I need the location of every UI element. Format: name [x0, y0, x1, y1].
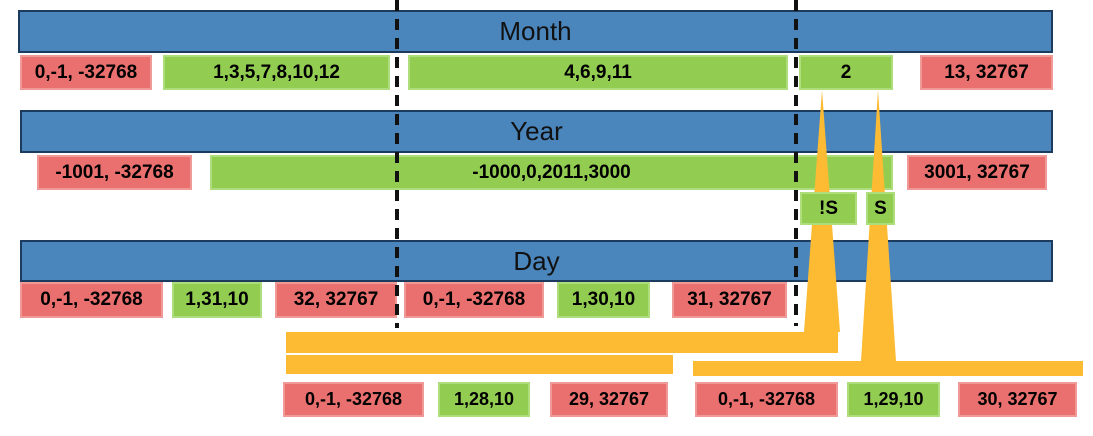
- year-scale-title: Year: [510, 116, 563, 146]
- month-group-divider-2: [794, 0, 798, 326]
- day31-partition-invalid-low: 0,-1, -32768: [20, 282, 163, 318]
- month-group-divider-1: [395, 0, 399, 328]
- feb-nonleap-scale-bar: [286, 355, 673, 374]
- feb-leap-scale-bar: [693, 361, 1083, 376]
- feb29-partition-invalid-low: 0,-1, -32768: [695, 382, 838, 417]
- month-partition-30day-months: 4,6,9,11: [408, 55, 788, 90]
- day-scale-title: Day: [513, 246, 560, 276]
- feb29-partition-valid: 1,29,10: [847, 382, 940, 417]
- month-scale-title: Month: [499, 16, 572, 46]
- year-partition-invalid-high: 3001, 32767: [907, 155, 1047, 190]
- feb28-partition-invalid-low: 0,-1, -32768: [283, 382, 424, 417]
- year-partition-valid: -1000,0,2011,3000: [210, 155, 893, 190]
- month-partition-31day-months: 1,3,5,7,8,10,12: [163, 55, 390, 90]
- feb29-partition-invalid-high: 30, 32767: [958, 382, 1077, 417]
- month-partition-invalid-high: 13, 32767: [920, 55, 1053, 90]
- day30-partition-valid: 1,30,10: [557, 282, 650, 318]
- day31-partition-valid: 1,31,10: [172, 282, 262, 318]
- month-scale-bar: Month: [18, 10, 1053, 53]
- feb28-partition-valid: 1,28,10: [438, 382, 530, 417]
- not-leap-flag-box: !S: [800, 192, 857, 225]
- month-partition-invalid-low: 0,-1, -32768: [20, 55, 152, 90]
- feb28-partition-invalid-high: 29, 32767: [550, 382, 668, 417]
- day30-partition-invalid-high: 31, 32767: [672, 282, 787, 318]
- leap-flag-box: S: [866, 192, 895, 225]
- month-partition-february: 2: [799, 55, 893, 90]
- year-partition-invalid-low: -1001, -32768: [37, 155, 192, 190]
- day30-partition-invalid-low: 0,-1, -32768: [404, 282, 544, 318]
- feb-nonleap-connector-bar: [286, 332, 838, 353]
- leap-triangle: [861, 90, 896, 361]
